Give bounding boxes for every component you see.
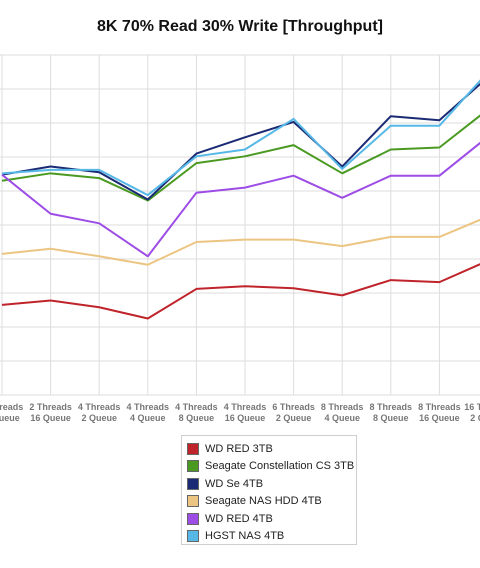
series-lines bbox=[1, 79, 480, 320]
legend-swatch bbox=[187, 512, 199, 525]
x-tick-label: 6 Threads bbox=[272, 402, 315, 412]
legend-item: WD RED 4TB bbox=[187, 510, 356, 528]
legend-swatch bbox=[187, 495, 199, 508]
x-tick-label: 16 Queue bbox=[30, 413, 71, 423]
legend-item: Seagate Constellation CS 3TB bbox=[187, 458, 356, 476]
series-line-seagate-nas-hdd-4tb bbox=[1, 218, 480, 266]
x-tick-label: 2 Threads bbox=[29, 402, 72, 412]
legend-label: WD Se 4TB bbox=[205, 477, 264, 490]
grid-lines bbox=[0, 54, 480, 396]
series-line-hgst-nas-4tb bbox=[1, 79, 480, 197]
x-tick-label: 1 Queue bbox=[0, 413, 20, 423]
x-tick-label: 4 Threads bbox=[78, 402, 121, 412]
x-tick-label: 8 Queue bbox=[373, 413, 409, 423]
x-tick-label: 4 Queue bbox=[324, 413, 360, 423]
x-tick-label: 8 Threads bbox=[370, 402, 413, 412]
legend-swatch bbox=[187, 442, 199, 455]
legend-item: Seagate NAS HDD 4TB bbox=[187, 493, 356, 511]
series-line-seagate-constellation-cs-3tb bbox=[1, 114, 480, 202]
series-line-wd-se-4tb bbox=[1, 82, 480, 201]
series-line-wd-red-4tb bbox=[1, 141, 480, 258]
x-tick-label: 4 Threads bbox=[127, 402, 170, 412]
legend-label: HGST NAS 4TB bbox=[205, 530, 285, 543]
legend-swatch bbox=[187, 530, 199, 543]
legend-label: Seagate Constellation CS 3TB bbox=[205, 460, 355, 473]
legend: WD RED 3TB Seagate Constellation CS 3TB WD… bbox=[181, 435, 357, 545]
x-tick-label: 16 Queue bbox=[225, 413, 266, 423]
x-tick-label: 4 Threads bbox=[224, 402, 267, 412]
legend-label: WD RED 3TB bbox=[205, 442, 273, 455]
x-tick-label: 8 Queue bbox=[179, 413, 215, 423]
x-tick-label: 16 Queue bbox=[419, 413, 460, 423]
x-tick-label: 1 Threads bbox=[0, 402, 23, 412]
legend-label: Seagate NAS HDD 4TB bbox=[205, 495, 322, 508]
legend-item: HGST NAS 4TB bbox=[187, 528, 356, 546]
x-tick-label: 2 Queue bbox=[81, 413, 117, 423]
x-tick-label: 2 Queue bbox=[276, 413, 312, 423]
series-line-wd-red-3tb bbox=[1, 263, 480, 320]
legend-item: WD RED 3TB bbox=[187, 440, 356, 458]
legend-item: WD Se 4TB bbox=[187, 475, 356, 493]
chart-title: 8K 70% Read 30% Write [Throughput] bbox=[97, 18, 383, 35]
legend-swatch bbox=[187, 477, 199, 490]
legend-swatch bbox=[187, 460, 199, 473]
x-tick-label: 2 Queue bbox=[470, 413, 480, 423]
x-tick-label: 8 Threads bbox=[418, 402, 461, 412]
x-tick-label: 16 Threads bbox=[464, 402, 480, 412]
x-tick-label: 4 Queue bbox=[130, 413, 166, 423]
x-tick-label: 4 Threads bbox=[175, 402, 218, 412]
legend-label: WD RED 4TB bbox=[205, 512, 273, 525]
x-tick-label: 8 Threads bbox=[321, 402, 364, 412]
